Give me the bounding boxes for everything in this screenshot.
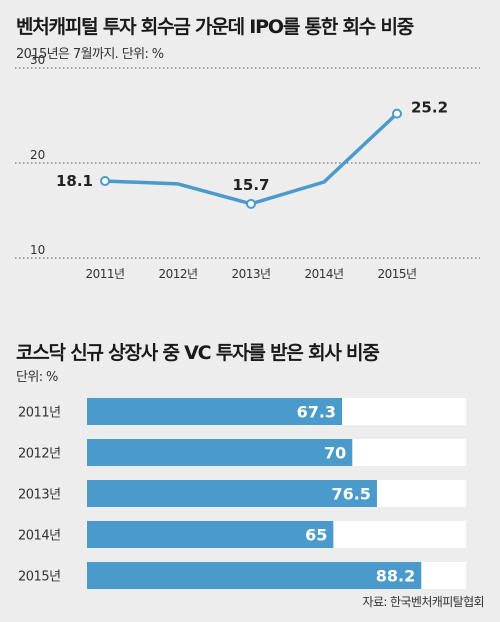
bar-chart-title: 코스닥 신규 상장사 중 VC 투자를 받은 회사 비중 <box>16 342 380 364</box>
bar <box>87 439 353 466</box>
x-tick-label: 2013년 <box>231 267 270 281</box>
y-tick-label: 20 <box>30 148 45 162</box>
bar-category-label: 2012년 <box>18 447 61 462</box>
bar-category-label: 2011년 <box>18 406 61 421</box>
bar-chart-subtitle: 단위: % <box>16 370 58 385</box>
x-tick-label: 2014년 <box>304 267 343 281</box>
bar-category-label: 2014년 <box>18 529 61 544</box>
bar-category-label: 2015년 <box>18 570 61 585</box>
data-point <box>392 108 402 119</box>
bar-category-label: 2013년 <box>18 488 61 503</box>
x-tick-label: 2012년 <box>158 267 197 281</box>
data-point <box>100 176 110 187</box>
y-tick-label: 30 <box>30 53 45 67</box>
bar-value-label: 88.2 <box>376 567 415 586</box>
x-tick-label: 2011년 <box>85 267 124 281</box>
bar <box>87 398 343 425</box>
data-label: 25.2 <box>411 99 448 117</box>
bar-value-label: 67.3 <box>297 403 336 422</box>
x-tick-label: 2015년 <box>377 267 416 281</box>
data-point <box>246 198 256 209</box>
bar-value-label: 70 <box>324 444 346 463</box>
bar-value-label: 65 <box>305 526 327 545</box>
bar <box>87 562 422 589</box>
line-chart-subtitle: 2015년은 7월까지. 단위: % <box>16 47 164 62</box>
y-tick-label: 10 <box>30 243 45 257</box>
data-label: 18.1 <box>56 172 93 190</box>
data-label: 15.7 <box>232 176 269 194</box>
source-note: 자료: 한국벤처캐피탈협회 <box>362 595 485 609</box>
bar <box>87 521 334 548</box>
bar-value-label: 76.5 <box>331 485 370 504</box>
line-chart-title: 벤처캐피털 투자 회수금 가운데 IPO를 통한 회수 비중 <box>16 16 414 38</box>
bar <box>87 480 377 507</box>
